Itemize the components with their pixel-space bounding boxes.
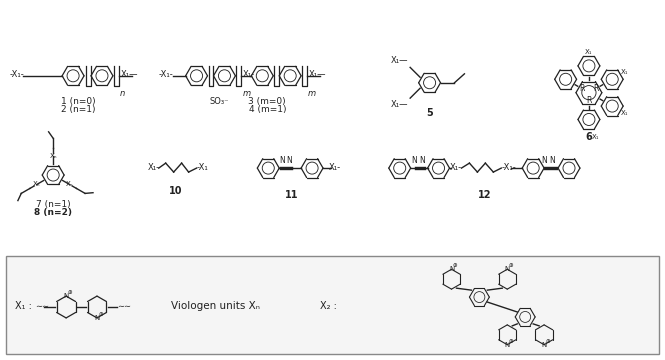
Text: N: N xyxy=(449,266,454,272)
Text: X₁-: X₁- xyxy=(148,163,160,172)
Text: X₁-: X₁- xyxy=(242,70,255,79)
Text: X₂ :: X₂ : xyxy=(320,301,337,311)
Text: N: N xyxy=(505,342,510,348)
Text: X₁—: X₁— xyxy=(121,70,138,79)
Bar xyxy=(7,256,658,354)
Text: -X₁-: -X₁- xyxy=(501,163,516,172)
Text: -X₁: -X₁ xyxy=(197,163,208,172)
Text: X₁: X₁ xyxy=(620,69,628,75)
Text: X₁: X₁ xyxy=(585,49,593,55)
Text: Viologen units Xₙ: Viologen units Xₙ xyxy=(171,301,260,311)
Text: R: R xyxy=(587,96,592,105)
Text: X₁—: X₁— xyxy=(390,57,408,66)
Text: Xₙ: Xₙ xyxy=(66,181,73,188)
Text: R: R xyxy=(593,84,599,93)
Text: X₁—: X₁— xyxy=(309,70,327,79)
Text: ⊕: ⊕ xyxy=(67,290,72,295)
Text: SO₃⁻: SO₃⁻ xyxy=(209,96,229,105)
Text: 11: 11 xyxy=(285,190,299,200)
Text: Xₙ: Xₙ xyxy=(49,153,57,159)
Text: ⊕: ⊕ xyxy=(453,263,458,268)
Text: X₁-: X₁- xyxy=(450,163,462,172)
Text: N: N xyxy=(411,156,416,165)
Text: 4 (m=1): 4 (m=1) xyxy=(249,105,286,114)
Text: m: m xyxy=(308,89,317,98)
Text: 8 (n=2): 8 (n=2) xyxy=(34,208,72,217)
Text: ⊕: ⊕ xyxy=(509,339,513,344)
Text: -X₁-: -X₁- xyxy=(9,70,24,79)
Text: N: N xyxy=(541,156,547,165)
Text: ⊕: ⊕ xyxy=(98,312,103,317)
Text: 10: 10 xyxy=(169,186,182,196)
Text: N: N xyxy=(279,156,285,165)
Text: N: N xyxy=(94,315,100,321)
Text: 5: 5 xyxy=(426,108,433,118)
Text: N: N xyxy=(549,156,555,165)
Text: N: N xyxy=(287,156,292,165)
Text: ∼∼: ∼∼ xyxy=(35,302,49,311)
Text: X₁ :: X₁ : xyxy=(15,301,32,311)
Text: X₁: X₁ xyxy=(592,134,599,140)
Text: X₁—: X₁— xyxy=(390,100,408,109)
Text: m: m xyxy=(242,89,251,98)
Text: n: n xyxy=(120,89,125,98)
Text: X₁: X₁ xyxy=(620,110,628,116)
Text: N: N xyxy=(63,293,68,299)
Text: 3 (m=0): 3 (m=0) xyxy=(249,96,286,105)
Text: 7 (n=1): 7 (n=1) xyxy=(36,200,70,209)
Text: X₁-: X₁- xyxy=(329,163,341,172)
Text: 2 (n=1): 2 (n=1) xyxy=(61,105,95,114)
Text: N: N xyxy=(419,156,424,165)
Text: 1 (n=0): 1 (n=0) xyxy=(61,96,95,105)
Text: Xₙ: Xₙ xyxy=(33,181,41,188)
Text: ⊕: ⊕ xyxy=(545,339,550,344)
Text: ∼∼: ∼∼ xyxy=(117,302,131,311)
Text: 12: 12 xyxy=(477,190,491,200)
Text: N: N xyxy=(541,342,547,348)
Text: N: N xyxy=(505,266,510,272)
Text: ⊕: ⊕ xyxy=(509,263,513,268)
Text: R: R xyxy=(579,84,585,93)
Text: -X₁-: -X₁- xyxy=(159,70,174,79)
Text: 6: 6 xyxy=(586,132,593,142)
